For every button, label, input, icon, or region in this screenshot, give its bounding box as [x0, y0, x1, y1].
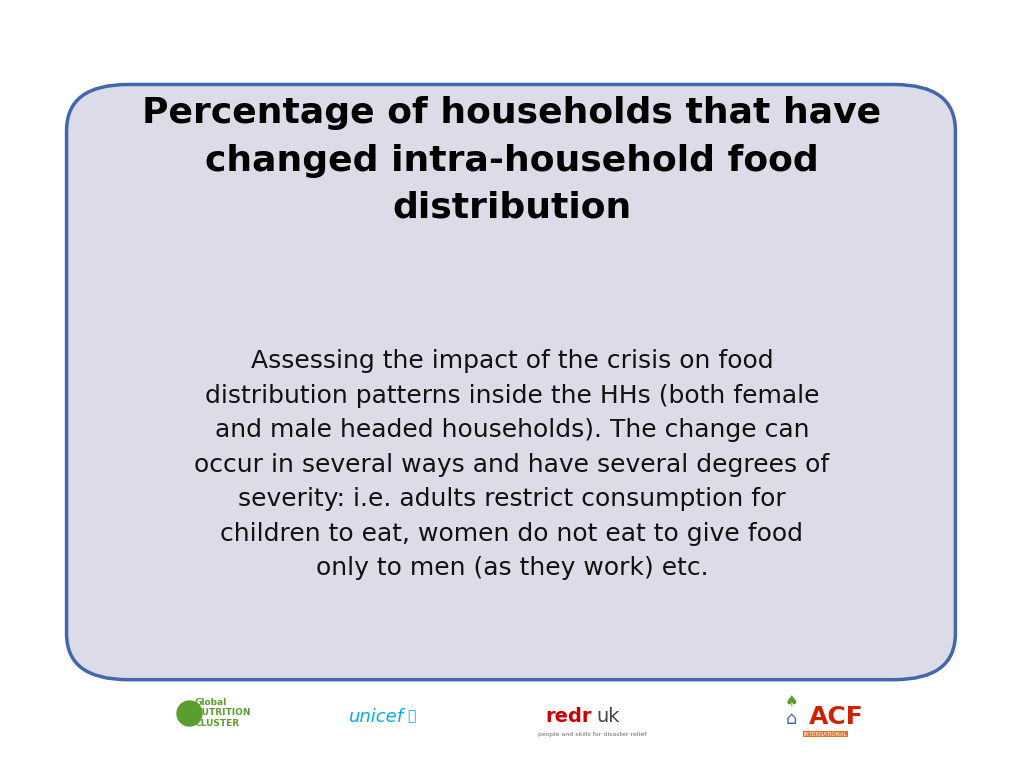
FancyBboxPatch shape [67, 84, 955, 680]
Text: Percentage of households that have
changed intra-household food
distribution: Percentage of households that have chang… [142, 96, 882, 225]
Text: Ⓞ: Ⓞ [408, 710, 416, 723]
Text: ⌂: ⌂ [785, 710, 798, 728]
Text: ♠: ♠ [784, 694, 799, 709]
Text: unicef: unicef [349, 707, 404, 726]
Text: Global
NUTRITION
CLUSTER: Global NUTRITION CLUSTER [195, 698, 251, 727]
Text: uk: uk [596, 707, 620, 726]
Text: Assessing the impact of the crisis on food
distribution patterns inside the HHs : Assessing the impact of the crisis on fo… [195, 349, 829, 580]
Text: ACF: ACF [809, 704, 863, 729]
Text: people and skills for disaster relief: people and skills for disaster relief [538, 732, 646, 737]
Text: redr: redr [546, 707, 592, 726]
Text: INTERNATIONAL: INTERNATIONAL [804, 732, 847, 737]
